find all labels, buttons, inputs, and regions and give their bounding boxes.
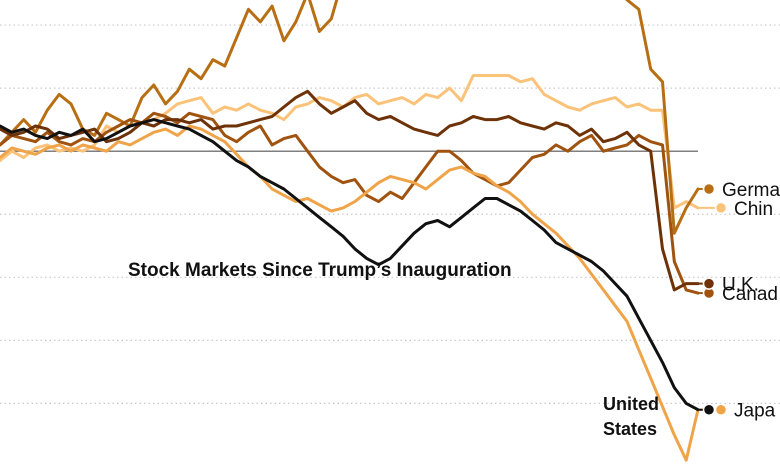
series-line-japan — [0, 124, 700, 462]
series-label-canada: Canad — [722, 284, 778, 305]
series-label-germany: Germa — [722, 180, 780, 201]
endpoint-dot-u-k — [702, 277, 716, 290]
series-line-germany — [0, 0, 700, 235]
series-label-china: Chin — [734, 199, 773, 220]
series-line-united-states — [0, 118, 700, 412]
endpoint-dot-germany — [702, 182, 716, 196]
series-line-u-k — [0, 89, 700, 292]
endpoint-dot-china — [714, 201, 728, 215]
series-label-japan: Japa — [734, 401, 776, 422]
united-states-label: United States — [603, 394, 659, 439]
endpoint-dot-japan — [714, 403, 728, 416]
endpoint-dot-united-states — [702, 403, 716, 416]
chart-title: Stock Markets Since Trump’s Inauguration — [128, 260, 512, 281]
series-lines — [0, 0, 700, 462]
series-label-u-k: U.K. — [722, 275, 759, 296]
series-line-canada — [0, 111, 700, 295]
